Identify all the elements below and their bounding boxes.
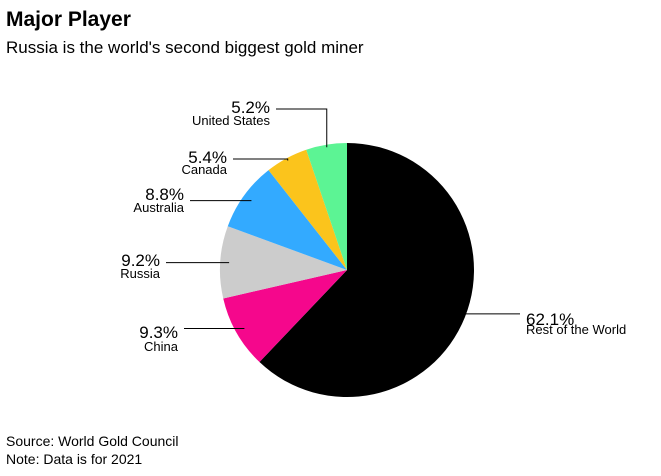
- data-note: Note: Data is for 2021: [6, 451, 143, 467]
- slice-name-label: United States: [192, 113, 271, 128]
- slice-name-label: Australia: [133, 200, 184, 215]
- slice-name-label: Rest of the World: [526, 322, 626, 337]
- pie-slice-canada: [268, 149, 347, 270]
- pie-slice-rest-of-the-world: [259, 143, 474, 398]
- slice-percent-label: 62.1%: [526, 310, 574, 329]
- slice-percent-label: 9.2%: [121, 251, 160, 270]
- slice-name-label: Russia: [120, 266, 161, 281]
- chart-subtitle: Russia is the world's second biggest gol…: [6, 38, 364, 57]
- pie-slice-china: [223, 270, 347, 363]
- source-note: Source: World Gold Council: [6, 433, 179, 449]
- slice-name-label: Canada: [181, 162, 227, 177]
- pie-slice-australia: [227, 170, 347, 270]
- slice-percent-label: 5.2%: [231, 98, 270, 117]
- leader-line: [276, 108, 328, 148]
- chart-title: Major Player: [6, 8, 131, 31]
- slice-name-label: China: [144, 339, 179, 354]
- slice-percent-label: 9.3%: [139, 323, 178, 342]
- pie-slice-russia: [220, 226, 347, 299]
- pie-slice-united-states: [306, 143, 347, 270]
- slice-percent-label: 8.8%: [145, 185, 184, 204]
- slice-percent-label: 5.4%: [188, 148, 227, 167]
- leader-line: [233, 158, 289, 161]
